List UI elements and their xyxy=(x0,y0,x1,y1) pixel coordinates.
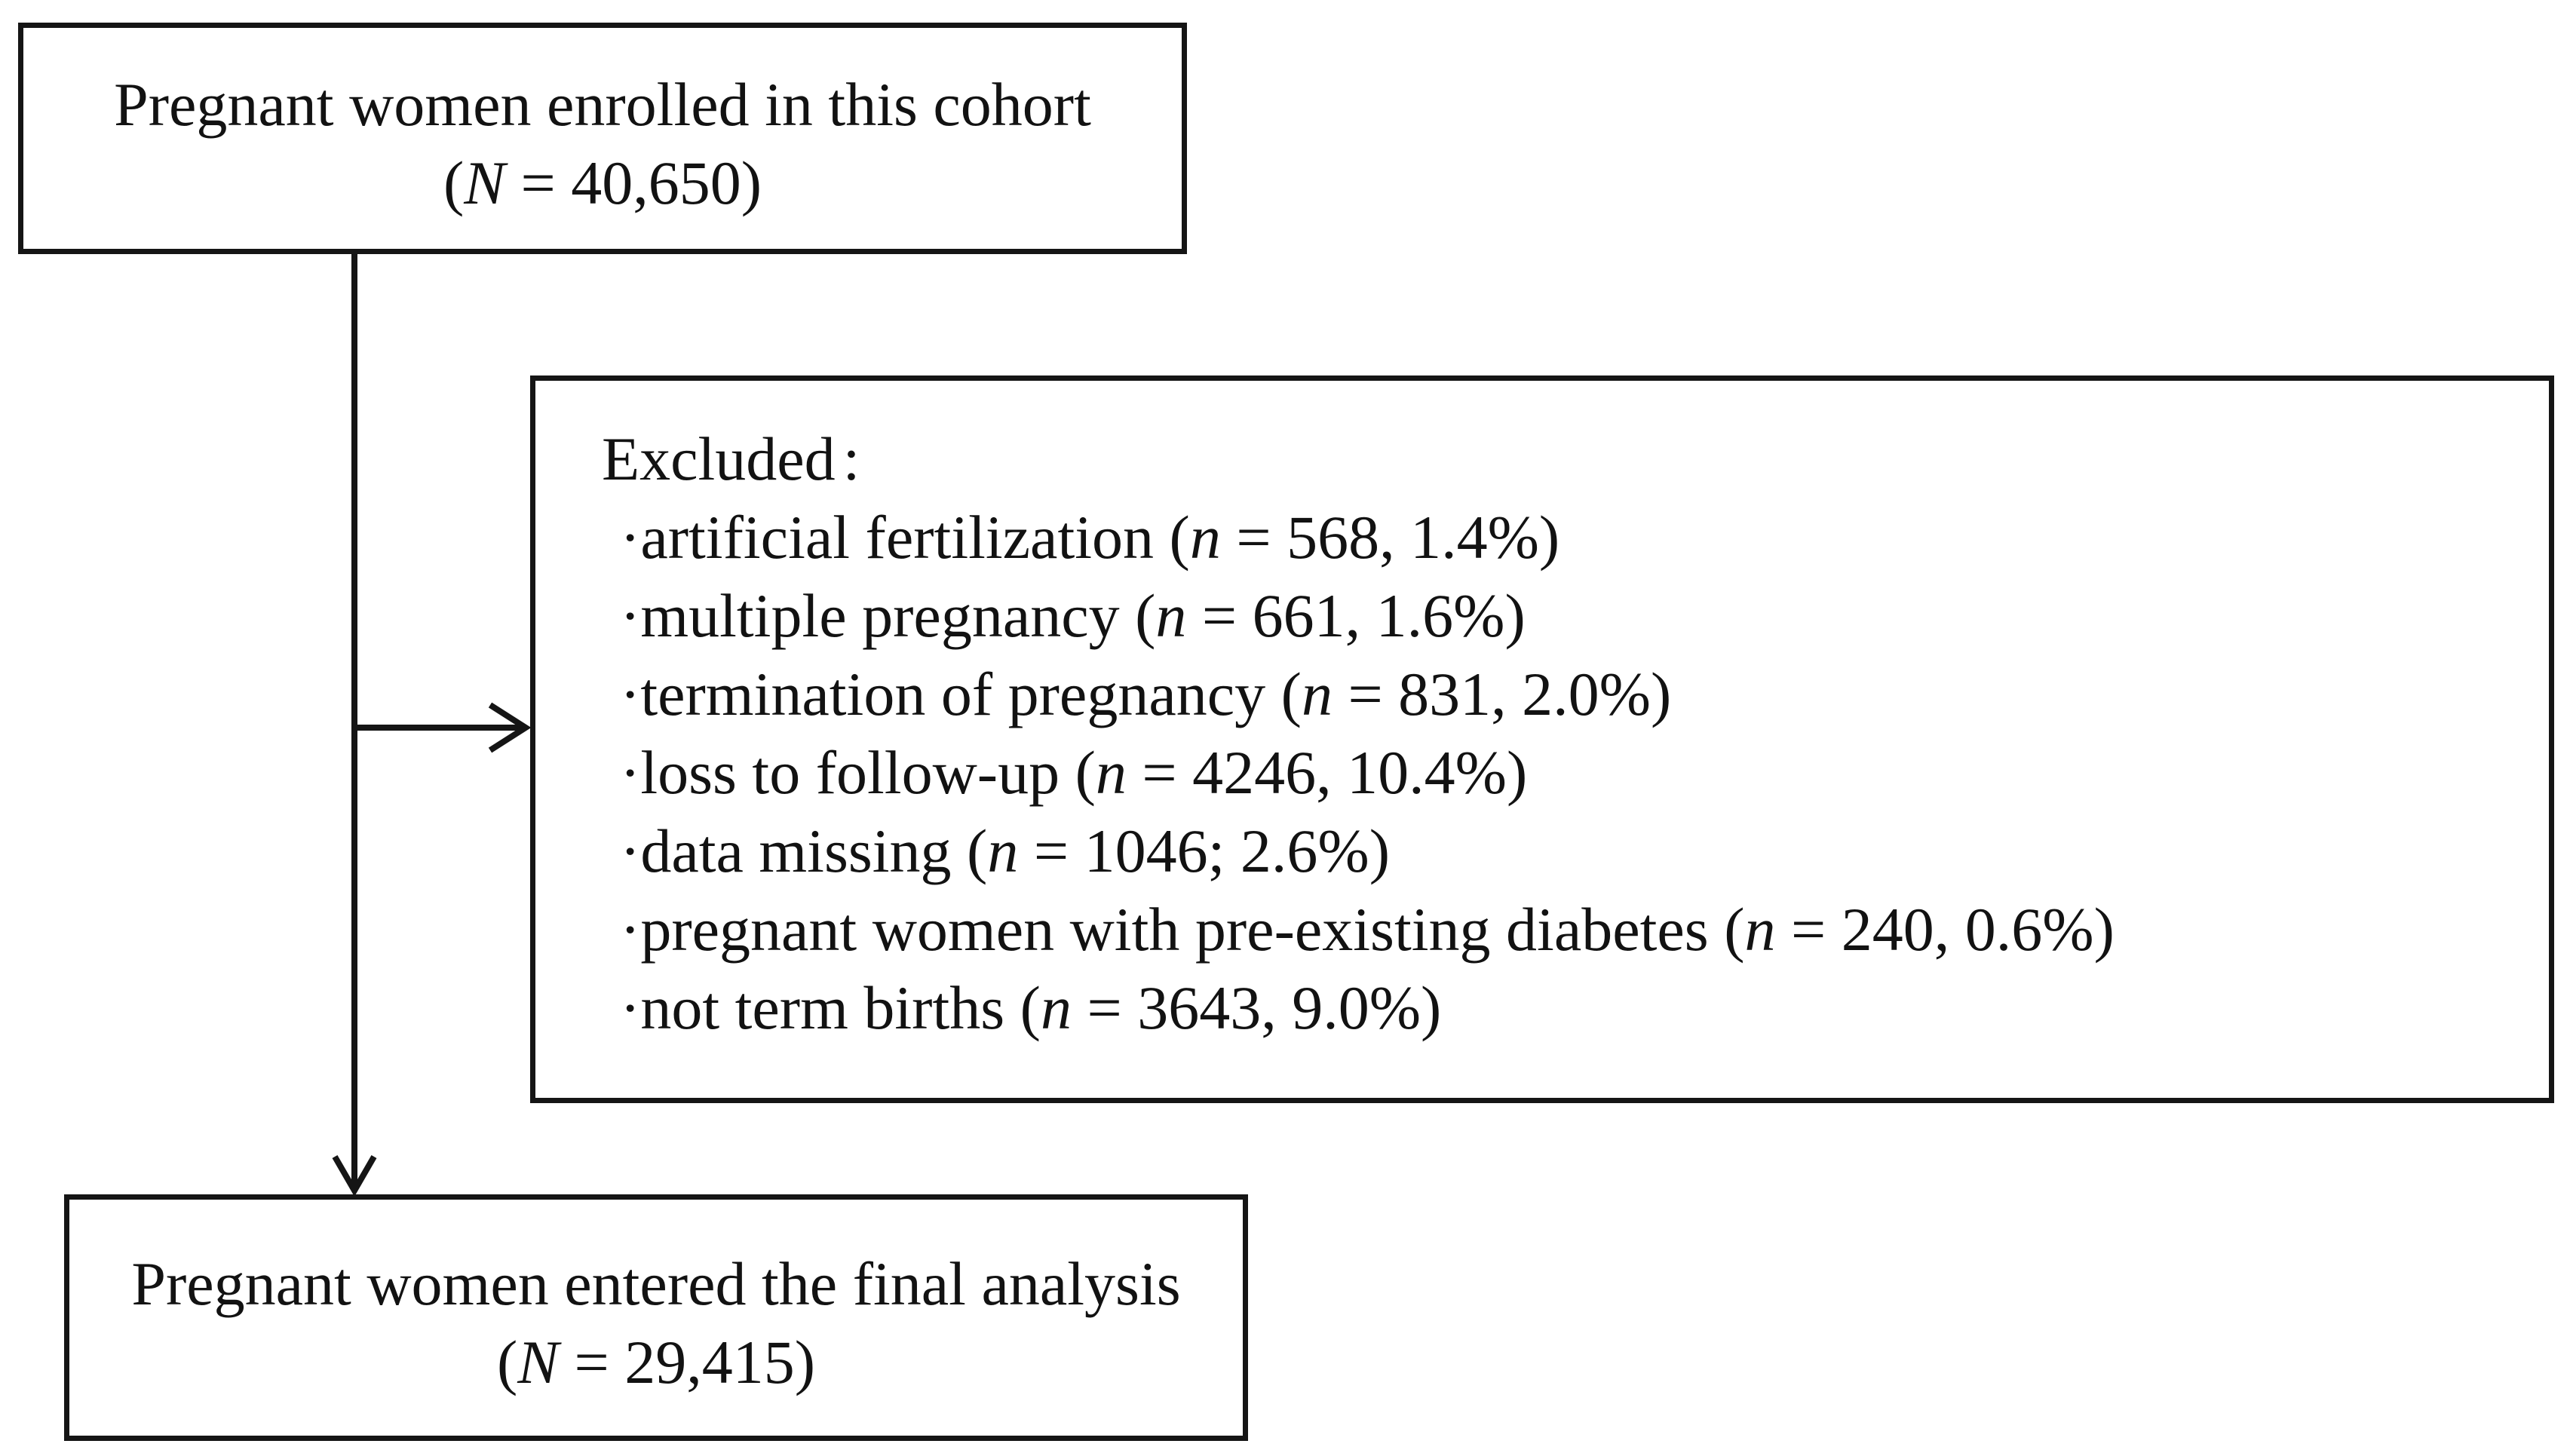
exclusion-item-stats: = 240, 0.6%) xyxy=(1775,895,2115,964)
final-box-line1: Pregnant women entered the final analysi… xyxy=(131,1249,1181,1318)
exclusion-item-label: pregnant women with pre-existing diabete… xyxy=(640,895,1745,964)
down-arrowhead-icon xyxy=(332,1154,377,1197)
exclusion-item: ·not term births (n = 3643, 9.0%) xyxy=(620,969,2519,1047)
exclusion-item: ·artificial fertilization (n = 568, 1.4%… xyxy=(620,498,2519,577)
excluded-header-word: Excluded xyxy=(602,425,836,493)
bullet-icon: · xyxy=(620,738,641,807)
exclusion-item-label: termination of pregnancy ( xyxy=(640,660,1302,728)
exclusion-item-label: data missing ( xyxy=(640,817,988,885)
exclusion-item: ·pregnant women with pre-existing diabet… xyxy=(620,890,2519,969)
excluded-box: Excluded: ·artificial fertilization (n =… xyxy=(530,375,2554,1103)
final-count-open: ( xyxy=(496,1327,518,1396)
exclusion-item-stats: = 3643, 9.0%) xyxy=(1071,973,1442,1042)
exclusion-item-variable: n xyxy=(1155,581,1187,650)
exclusion-item-label: artificial fertilization ( xyxy=(640,503,1190,572)
right-arrowhead-icon xyxy=(488,702,532,753)
exclusion-item: ·multiple pregnancy (n = 661, 1.6%) xyxy=(620,577,2519,655)
bullet-icon: · xyxy=(620,817,641,885)
enrolled-box-count: (N = 40,650) xyxy=(443,144,762,222)
exclusion-item-stats: = 1046; 2.6%) xyxy=(1018,817,1391,885)
enrolled-box-line1: Pregnant women enrolled in this cohort xyxy=(114,69,1091,139)
exclusion-item: ·data missing (n = 1046; 2.6%) xyxy=(620,812,2519,890)
final-count-variable: N xyxy=(517,1327,559,1396)
exclusion-item-label: multiple pregnancy ( xyxy=(640,581,1156,650)
exclusion-item-label: loss to follow-up ( xyxy=(640,738,1096,807)
exclusion-item-variable: n xyxy=(987,817,1019,885)
exclusion-item-stats: = 831, 2.0%) xyxy=(1332,660,1672,728)
excluded-header: Excluded: xyxy=(602,420,2519,498)
enrolled-count-open: ( xyxy=(443,148,465,217)
exclusion-item-variable: n xyxy=(1744,895,1776,964)
enrolled-box: Pregnant women enrolled in this cohort (… xyxy=(18,23,1187,254)
final-count-value: = 29,415) xyxy=(558,1327,816,1396)
exclusion-item-stats: = 568, 1.4%) xyxy=(1220,503,1560,572)
exclusion-item: ·termination of pregnancy (n = 831, 2.0%… xyxy=(620,655,2519,734)
bullet-icon: · xyxy=(620,581,641,650)
exclusion-list: ·artificial fertilization (n = 568, 1.4%… xyxy=(602,498,2519,1047)
exclusion-item-label: not term births ( xyxy=(640,973,1041,1042)
exclusion-item-stats: = 4246, 10.4%) xyxy=(1126,738,1528,807)
bullet-icon: · xyxy=(620,660,641,728)
exclusion-item: ·loss to follow-up (n = 4246, 10.4%) xyxy=(620,734,2519,812)
exclusion-item-variable: n xyxy=(1189,503,1221,572)
exclusion-item-variable: n xyxy=(1040,973,1072,1042)
final-box-count: (N = 29,415) xyxy=(497,1323,815,1402)
enrolled-count-variable: N xyxy=(464,148,505,217)
final-analysis-box: Pregnant women entered the final analysi… xyxy=(64,1194,1248,1441)
exclusion-item-stats: = 661, 1.6%) xyxy=(1186,581,1526,650)
bullet-icon: · xyxy=(620,503,641,572)
exclusion-item-variable: n xyxy=(1095,738,1127,807)
excluded-header-colon: : xyxy=(842,425,860,493)
bullet-icon: · xyxy=(620,973,641,1042)
exclusion-item-variable: n xyxy=(1301,660,1333,728)
bullet-icon: · xyxy=(620,895,641,964)
enrolled-count-value: = 40,650) xyxy=(504,148,762,217)
